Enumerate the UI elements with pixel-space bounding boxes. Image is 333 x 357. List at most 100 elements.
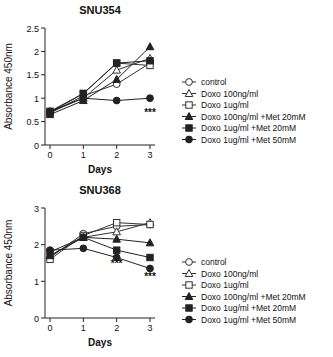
y-tick	[41, 208, 45, 209]
x-axis	[45, 318, 155, 319]
marker	[113, 75, 121, 82]
y-tick	[41, 281, 45, 282]
marker	[46, 108, 54, 115]
y-tick-label: 0	[34, 141, 39, 151]
marker	[186, 136, 193, 143]
marker	[113, 219, 119, 225]
series-line	[50, 47, 150, 115]
y-tick-label: 0.5	[26, 117, 39, 127]
y-tick	[41, 28, 45, 29]
x-axis	[45, 145, 155, 146]
legend-label: Doxo 100ng/ml	[201, 269, 258, 279]
marker	[186, 305, 192, 311]
x-tick-label: 0	[47, 323, 52, 333]
marker	[185, 293, 193, 300]
series-line	[50, 223, 150, 260]
annotation: ***	[144, 107, 156, 118]
x-tick-label: 3	[147, 150, 152, 160]
y-tick-label: 2	[34, 240, 39, 250]
marker	[47, 247, 54, 254]
legend-label: control	[201, 77, 227, 87]
marker	[113, 97, 120, 104]
chart: SNU368Absorbance 450nmDays01230123******…	[3, 184, 306, 348]
marker	[80, 95, 87, 102]
x-label: Days	[88, 164, 112, 175]
chart: SNU354Absorbance 450nmDays00.511.522.501…	[3, 4, 306, 175]
x-label: Days	[88, 337, 112, 348]
x-tick	[83, 145, 84, 149]
y-label: Absorbance 450nm	[3, 220, 14, 307]
legend-label: Doxo 100ng/ml	[201, 89, 258, 99]
x-tick	[116, 145, 117, 149]
marker	[147, 58, 153, 64]
marker	[186, 125, 192, 131]
marker	[80, 234, 86, 240]
marker	[113, 60, 119, 66]
marker	[113, 228, 121, 235]
series-line	[50, 58, 150, 112]
marker	[186, 102, 192, 108]
series-line	[50, 237, 150, 257]
legend-label: Doxo 1ug/ml	[201, 100, 249, 110]
x-tick-label: 0	[47, 150, 52, 160]
series-line	[50, 61, 150, 112]
legend-label: Doxo 1ug/ml +Met 20mM	[201, 303, 296, 313]
legend-label: Doxo 1ug/ml +Met 50mM	[201, 135, 296, 145]
legend: control Doxo 100ng/mlDoxo 1ug/ml Doxo 100n…	[182, 257, 306, 325]
marker	[80, 245, 87, 252]
y-tick-label: 2	[34, 47, 39, 57]
marker	[186, 316, 193, 323]
x-tick	[150, 145, 151, 149]
marker	[146, 239, 154, 246]
marker	[186, 79, 193, 86]
y-tick-label: 0	[34, 314, 39, 324]
x-tick	[83, 318, 84, 322]
marker	[147, 221, 153, 227]
y-tick	[41, 74, 45, 75]
legend-label: Doxo 1ug/ml +Met 50mM	[201, 315, 296, 325]
legend-label: Doxo 100ng/ml +Met 20mM	[201, 292, 306, 302]
y-tick-label: 1	[34, 277, 39, 287]
x-tick-label: 2	[114, 323, 119, 333]
figure: SNU354Absorbance 450nmDays00.511.522.501…	[0, 0, 333, 357]
y-axis	[45, 28, 46, 145]
legend-label: Doxo 1ug/ml	[201, 280, 249, 290]
x-tick-label: 2	[114, 150, 119, 160]
y-tick	[41, 98, 45, 99]
marker	[147, 95, 154, 102]
x-tick-label: 1	[81, 323, 86, 333]
marker	[147, 254, 153, 260]
y-label: Absorbance 450nm	[3, 43, 14, 130]
y-tick	[41, 318, 45, 319]
marker	[80, 233, 88, 240]
marker	[146, 43, 154, 50]
y-tick-label: 2.5	[26, 24, 39, 34]
plot-area	[46, 219, 154, 272]
marker	[113, 60, 119, 66]
title: SNU354	[79, 4, 121, 16]
marker	[47, 108, 54, 115]
marker	[147, 221, 154, 228]
plot-area	[46, 43, 154, 118]
series-line	[50, 63, 150, 113]
y-tick-label: 3	[34, 204, 39, 214]
title: SNU368	[79, 184, 121, 196]
x-tick-label: 3	[147, 323, 152, 333]
y-tick	[41, 51, 45, 52]
y-tick	[41, 244, 45, 245]
series-line	[50, 98, 150, 111]
y-axis	[45, 208, 46, 318]
y-tick-label: 1	[34, 94, 39, 104]
legend-label: Doxo 100ng/ml +Met 20mM	[201, 112, 306, 122]
annotation: ***	[111, 258, 123, 269]
legend: control Doxo 100ng/mlDoxo 1ug/ml Doxo 100n…	[182, 77, 306, 145]
legend-label: Doxo 1ug/ml +Met 20mM	[201, 123, 296, 133]
y-tick	[41, 121, 45, 122]
y-tick	[41, 145, 45, 146]
marker	[186, 259, 193, 266]
legend-label: control	[201, 257, 227, 267]
x-tick	[50, 318, 51, 322]
x-tick	[50, 145, 51, 149]
marker	[186, 282, 192, 288]
marker	[185, 113, 193, 120]
